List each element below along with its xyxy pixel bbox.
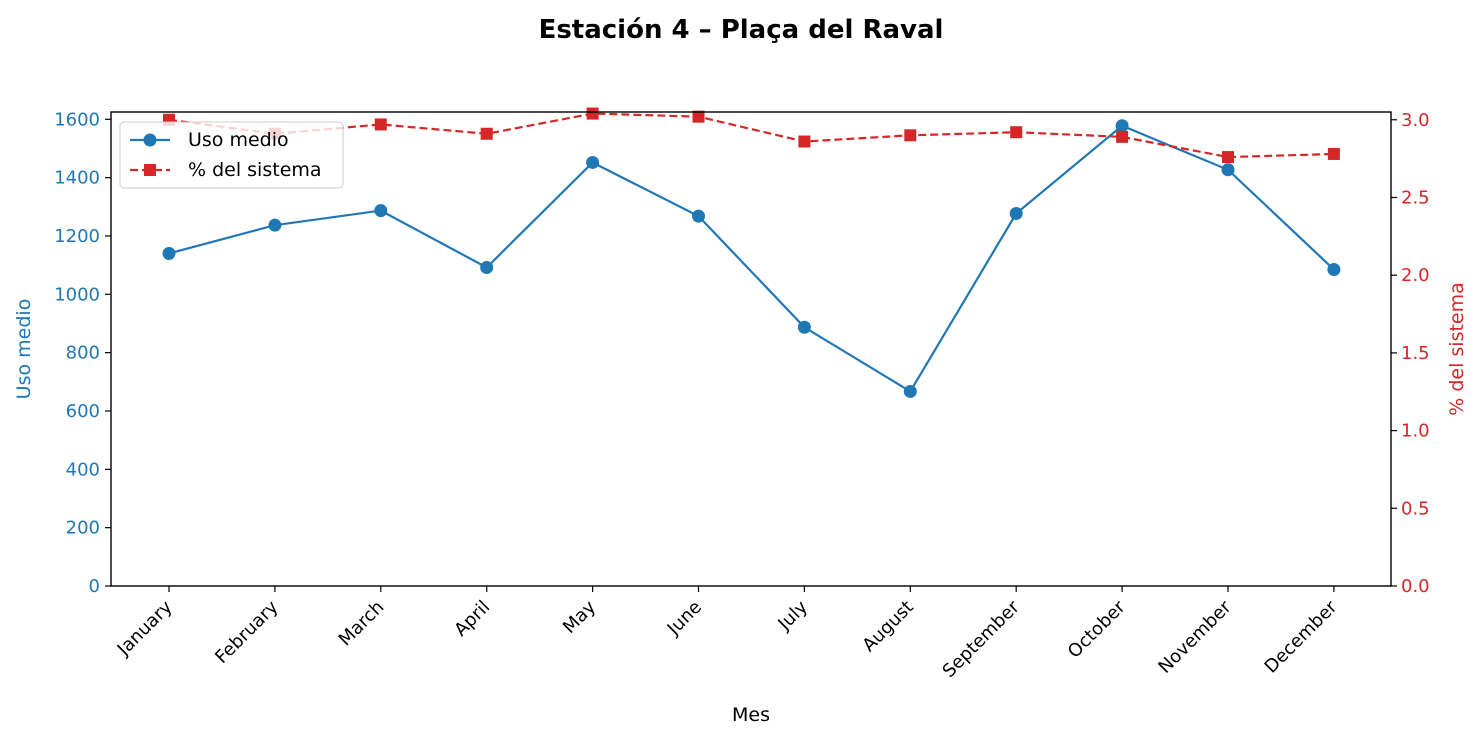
right-y-axis: 0.0 0.5 1.0 1.5 2.0 2.5 3.0: [1391, 110, 1430, 597]
y-left-tick-label: 400: [66, 459, 100, 480]
x-tick-label: March: [335, 597, 389, 651]
legend: Uso medio % del sistema: [119, 121, 344, 189]
legend-label-uso-medio: Uso medio: [188, 129, 289, 151]
plot-frame: [110, 111, 1392, 587]
line-pct-sistema: [168, 112, 1334, 159]
point-pct-sistema: [692, 110, 705, 123]
point-pct-sistema: [1010, 126, 1023, 139]
point-uso-medio: [1115, 119, 1129, 133]
chart-title: Estación 4 – Plaça del Raval: [539, 15, 944, 45]
x-tick-label: August: [858, 597, 917, 656]
point-pct-sistema: [586, 107, 599, 120]
x-tick-label: June: [663, 597, 706, 640]
x-tick-label: May: [559, 596, 600, 637]
y-left-tick-label: 1600: [54, 109, 100, 130]
series-pct-sistema: [163, 107, 1340, 164]
point-pct-sistema: [1327, 147, 1340, 160]
y-right-tick-label: 2.5: [1401, 187, 1430, 208]
point-pct-sistema: [1222, 151, 1234, 164]
y-right-tick-label: 2.0: [1401, 265, 1430, 286]
y-right-tick-label: 0.5: [1401, 498, 1430, 519]
point-pct-sistema: [904, 129, 917, 142]
left-y-axis: 0 200 400 600 800 1000 1200 1400 1600: [54, 109, 111, 597]
y-right-tick-label: 1.5: [1401, 343, 1430, 364]
point-uso-medio: [162, 246, 176, 260]
y-left-tick-label: 800: [66, 343, 100, 364]
x-tick-label: January: [113, 596, 177, 660]
point-uso-medio: [1009, 207, 1023, 221]
x-tick-label: April: [450, 597, 494, 641]
point-uso-medio: [1327, 263, 1341, 277]
legend-marker-uso-medio: [143, 133, 157, 147]
x-axis: January February March April May June July Augu…: [113, 586, 1342, 682]
y-left-tick-label: 600: [66, 401, 100, 422]
point-uso-medio: [1221, 163, 1235, 177]
y-left-tick-label: 1400: [54, 168, 100, 189]
y-right-label: % del sistema: [1446, 282, 1468, 416]
point-uso-medio: [797, 320, 811, 334]
y-right-tick-label: 1.0: [1401, 421, 1430, 442]
point-pct-sistema: [480, 127, 493, 140]
point-uso-medio: [903, 384, 917, 398]
y-right-tick-label: 0.0: [1401, 576, 1430, 597]
point-pct-sistema: [1116, 130, 1129, 143]
x-tick-label: February: [211, 596, 282, 667]
y-left-tick-label: 1000: [54, 284, 100, 305]
x-tick-label: July: [773, 596, 812, 635]
y-left-label: Uso medio: [13, 299, 35, 400]
legend-marker-pct-sistema: [144, 164, 156, 176]
point-pct-sistema: [798, 135, 811, 148]
y-left-tick-label: 200: [66, 518, 100, 539]
point-uso-medio: [268, 218, 282, 232]
series-uso-medio: [162, 119, 1341, 398]
point-pct-sistema: [374, 118, 387, 131]
point-uso-medio: [692, 209, 705, 223]
legend-label-pct-sistema: % del sistema: [188, 159, 322, 181]
x-tick-label: December: [1261, 596, 1342, 677]
point-uso-medio: [480, 260, 494, 274]
line-uso-medio: [168, 124, 1335, 393]
y-right-tick-label: 3.0: [1401, 110, 1430, 131]
x-axis-label: Mes: [732, 704, 770, 726]
x-tick-label: September: [939, 596, 1025, 682]
y-left-tick-label: 0: [89, 576, 100, 597]
x-tick-label: October: [1064, 596, 1130, 662]
legend-box: [119, 121, 344, 189]
y-left-tick-label: 1200: [54, 226, 100, 247]
point-uso-medio: [586, 155, 600, 169]
point-uso-medio: [374, 204, 388, 218]
x-tick-label: November: [1154, 596, 1235, 677]
